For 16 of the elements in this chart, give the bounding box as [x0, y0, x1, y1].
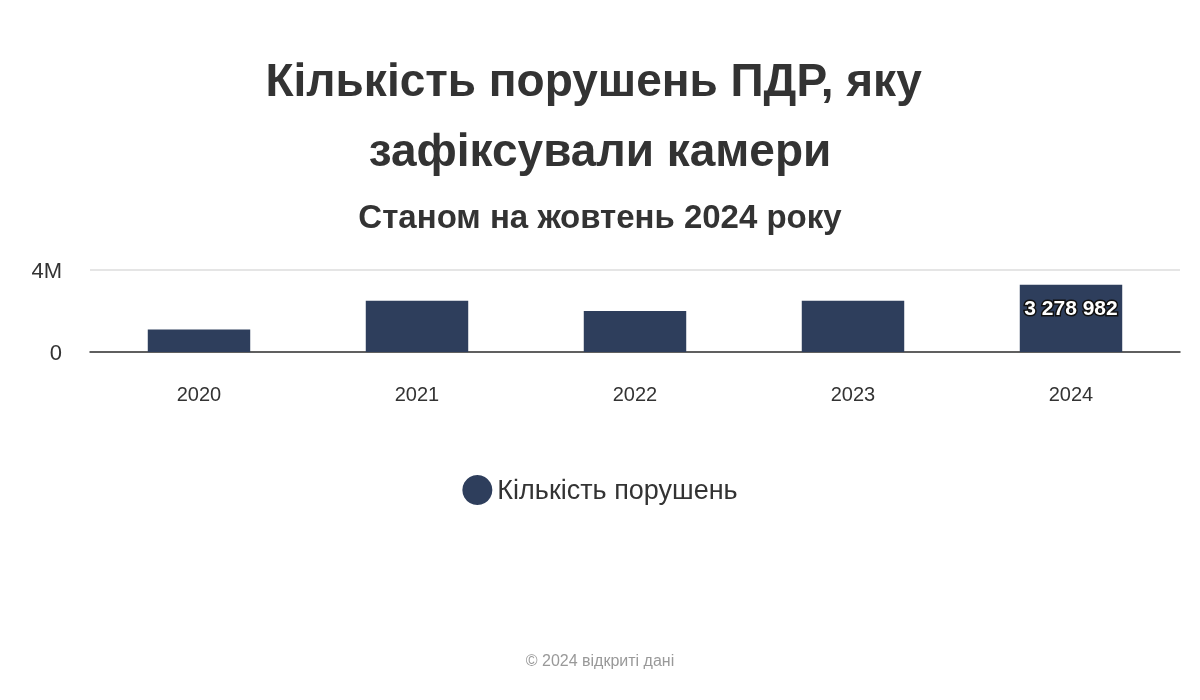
x-tick-label: 2023	[830, 383, 876, 405]
y-tick-label: 0	[49, 339, 62, 365]
bar	[583, 311, 687, 352]
bar	[365, 300, 469, 352]
bar	[147, 329, 251, 352]
y-tick-label: 4M	[31, 257, 62, 283]
chart-subtitle: Станом на жовтень 2024 року	[358, 198, 843, 235]
text: © 2024 відкриті дані	[525, 651, 675, 669]
bar	[801, 300, 905, 352]
data-label: 3 278 982	[1024, 295, 1118, 319]
x-tick-label: 2020	[176, 383, 222, 405]
x-tick-label: 2022	[612, 383, 658, 405]
legend-label: Кількість порушень	[497, 475, 738, 505]
chart-title: Кількість порушень ПДР, яку зафіксували камери	[265, 54, 935, 176]
x-tick-label: 2021	[394, 383, 440, 405]
x-tick-label: 2024	[1048, 383, 1094, 405]
